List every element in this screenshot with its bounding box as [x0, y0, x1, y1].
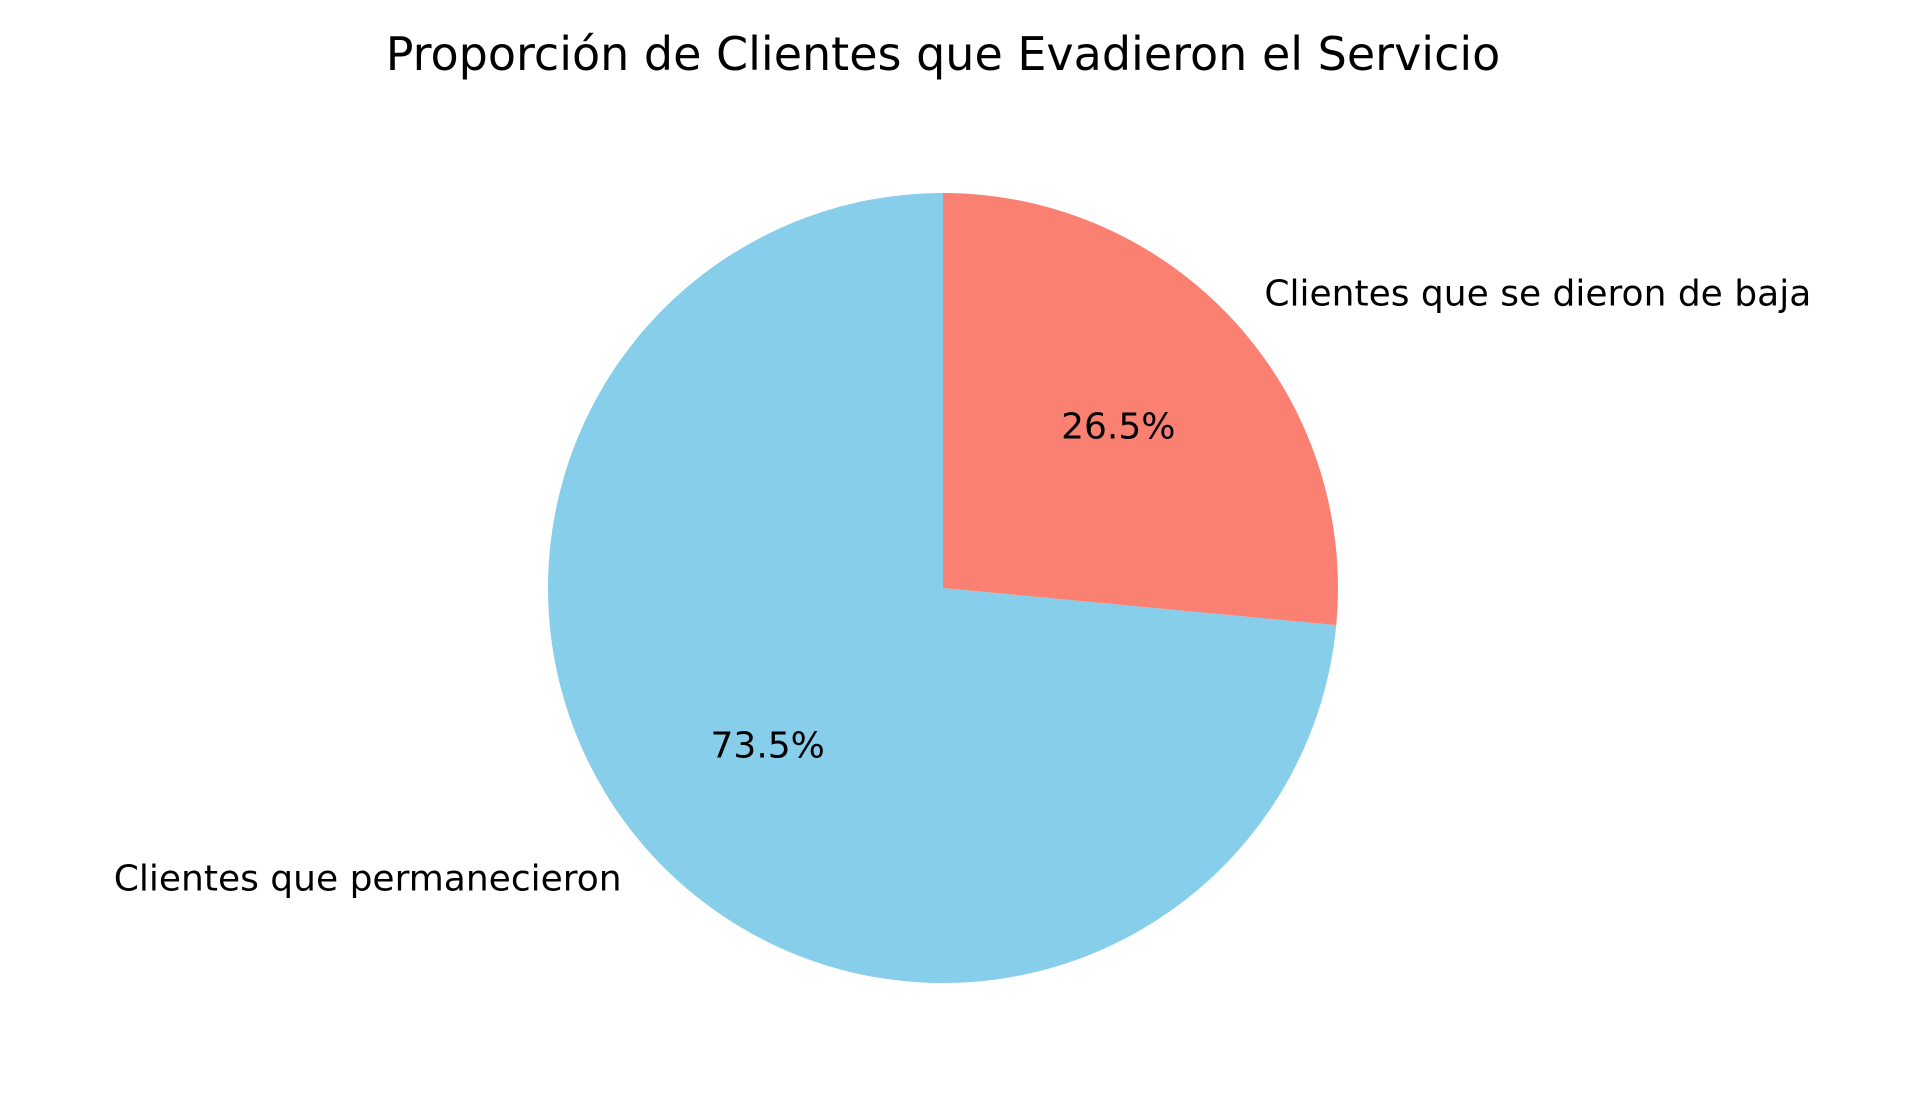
pie-slice-0 — [548, 193, 1337, 983]
pie-slices — [548, 193, 1338, 983]
slice-percent-label-0: 73.5% — [711, 726, 825, 767]
slice-percent-label-1: 26.5% — [1061, 406, 1175, 447]
pie-labels: Clientes que permanecieron 73.5% Clientes … — [114, 274, 1812, 900]
pie-slice-1 — [943, 193, 1338, 626]
slice-label-1: Clientes que se dieron de baja — [1264, 274, 1811, 315]
slice-label-0: Clientes que permanecieron — [114, 858, 622, 899]
chart-title: Proporción de Clientes que Evadieron el … — [386, 27, 1501, 81]
